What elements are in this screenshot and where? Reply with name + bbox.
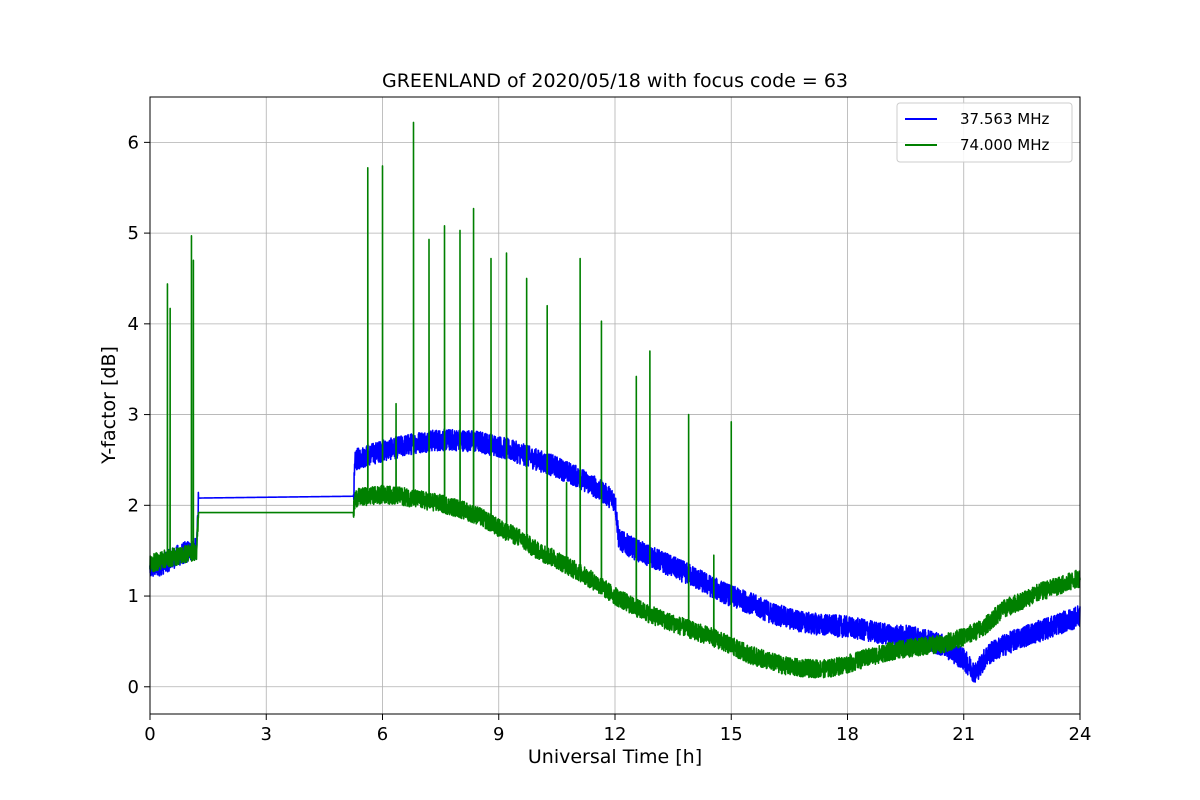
y-tick-label: 2 bbox=[128, 495, 139, 516]
y-ticks: 0 1 2 3 4 5 6 bbox=[128, 132, 150, 698]
x-tick-label: 3 bbox=[261, 724, 272, 745]
legend: 37.563 MHz 74.000 MHz bbox=[896, 102, 1073, 163]
series-line-2 bbox=[149, 121, 1081, 679]
y-tick-label: 4 bbox=[128, 314, 139, 335]
x-ticks: 0 3 6 9 12 15 18 21 24 bbox=[144, 714, 1091, 745]
x-axis-label: Universal Time [h] bbox=[528, 746, 702, 768]
y-tick-label: 0 bbox=[128, 677, 139, 698]
x-tick-label: 21 bbox=[952, 724, 975, 745]
y-tick-label: 3 bbox=[128, 405, 139, 426]
x-tick-label: 6 bbox=[377, 724, 388, 745]
x-tick-label: 15 bbox=[720, 724, 743, 745]
legend-label-2: 74.000 MHz bbox=[960, 136, 1049, 154]
y-tick-label: 1 bbox=[128, 586, 139, 607]
y-tick-label: 5 bbox=[128, 223, 139, 244]
series-layer bbox=[149, 121, 1081, 683]
y-tick-label: 6 bbox=[128, 132, 139, 153]
x-tick-label: 24 bbox=[1069, 724, 1092, 745]
chart-title: GREENLAND of 2020/05/18 with focus code … bbox=[382, 70, 848, 92]
x-tick-label: 12 bbox=[604, 724, 627, 745]
x-tick-label: 0 bbox=[144, 724, 155, 745]
x-tick-label: 18 bbox=[836, 724, 859, 745]
x-tick-label: 9 bbox=[493, 724, 504, 745]
legend-box bbox=[896, 102, 1073, 163]
grid bbox=[149, 97, 1081, 714]
legend-label-1: 37.563 MHz bbox=[960, 110, 1049, 128]
y-axis-label: Y-factor [dB] bbox=[98, 346, 120, 465]
